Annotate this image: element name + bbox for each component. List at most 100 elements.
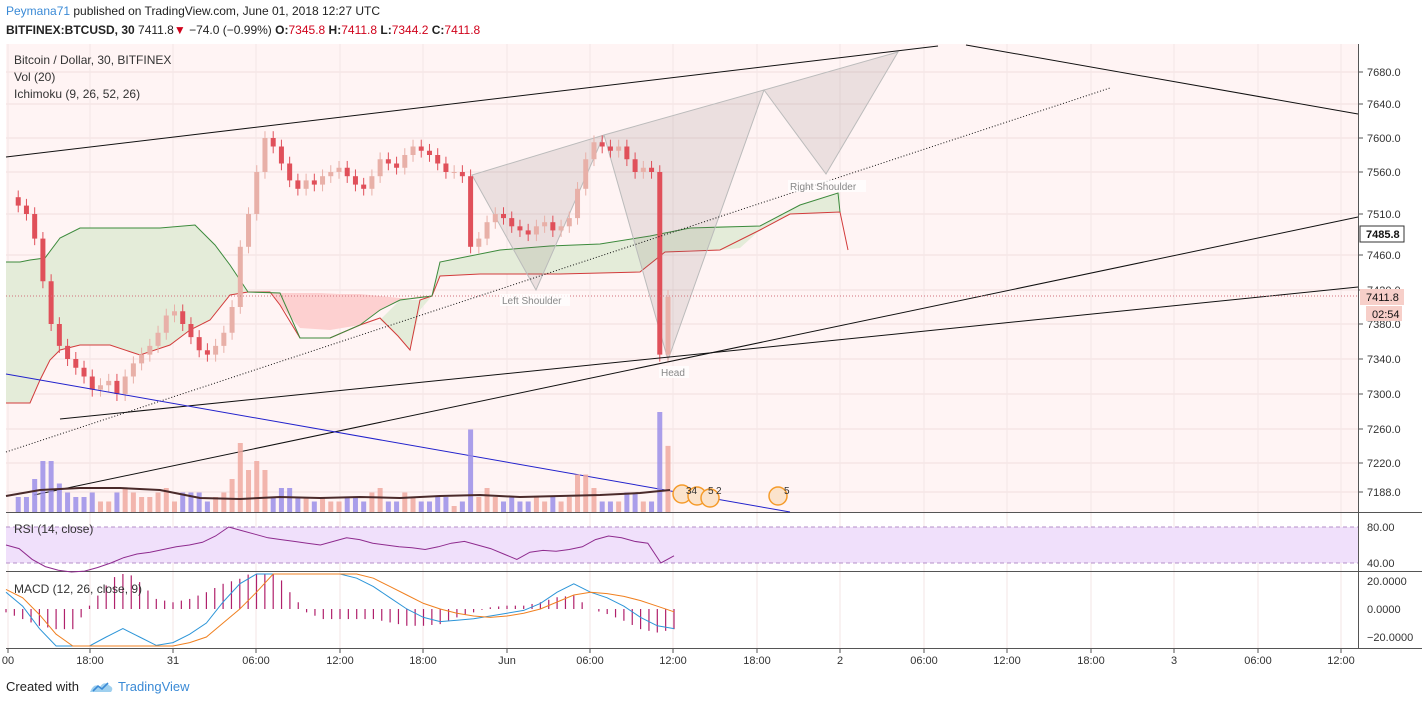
descending-trend-line[interactable] bbox=[965, 44, 1359, 115]
price-axis-labels[interactable]: 7188.07220.07260.07300.07340.07380.07420… bbox=[1358, 67, 1401, 499]
candle[interactable] bbox=[48, 274, 54, 331]
neckline[interactable] bbox=[59, 286, 1359, 420]
candle[interactable] bbox=[204, 343, 210, 362]
candle[interactable] bbox=[426, 143, 432, 162]
candle[interactable] bbox=[484, 215, 490, 246]
candle[interactable] bbox=[237, 240, 243, 314]
candle[interactable] bbox=[213, 338, 219, 362]
candle[interactable] bbox=[632, 152, 638, 179]
candle[interactable] bbox=[221, 325, 227, 353]
tradingview-logo-icon[interactable] bbox=[88, 678, 114, 696]
tradingview-brand[interactable]: TradingView bbox=[118, 679, 190, 694]
candle[interactable] bbox=[303, 173, 309, 196]
candle[interactable] bbox=[229, 300, 235, 340]
candle[interactable] bbox=[81, 360, 87, 384]
candle[interactable] bbox=[270, 131, 276, 154]
candle[interactable] bbox=[459, 165, 465, 183]
candle[interactable] bbox=[287, 156, 293, 188]
candle[interactable] bbox=[97, 378, 103, 397]
candle[interactable] bbox=[262, 131, 268, 179]
volume-bar bbox=[97, 501, 103, 512]
candle[interactable] bbox=[295, 173, 301, 196]
candle[interactable] bbox=[509, 211, 515, 233]
candle[interactable] bbox=[665, 290, 671, 362]
candle[interactable] bbox=[501, 207, 506, 225]
candle[interactable] bbox=[254, 165, 260, 221]
price-chart-svg[interactable]: Left Shoulder Head Right Shoulder 34 5 2… bbox=[0, 44, 1422, 670]
rising-support-line[interactable] bbox=[33, 216, 1359, 496]
candle[interactable] bbox=[624, 139, 630, 167]
candle[interactable] bbox=[130, 356, 136, 384]
candle[interactable] bbox=[443, 156, 449, 179]
candle[interactable] bbox=[476, 232, 482, 254]
candle[interactable] bbox=[468, 169, 474, 254]
ichimoku-legend[interactable]: Ichimoku (9, 26, 52, 26) bbox=[14, 87, 140, 101]
candle[interactable] bbox=[435, 148, 441, 171]
candle[interactable] bbox=[311, 173, 317, 192]
candle[interactable] bbox=[188, 317, 194, 345]
candle[interactable] bbox=[328, 165, 334, 183]
candle[interactable] bbox=[369, 169, 375, 196]
candle[interactable] bbox=[32, 207, 38, 246]
candle[interactable] bbox=[550, 215, 556, 237]
candle[interactable] bbox=[394, 156, 400, 175]
candle[interactable] bbox=[599, 135, 605, 154]
chart-area[interactable]: Left Shoulder Head Right Shoulder 34 5 2… bbox=[0, 44, 1422, 670]
rsi-legend[interactable]: RSI (14, close) bbox=[14, 522, 93, 536]
event-flag-icon[interactable] bbox=[768, 486, 788, 506]
candle[interactable] bbox=[65, 338, 71, 366]
candle[interactable] bbox=[640, 160, 646, 179]
vol-legend[interactable]: Vol (20) bbox=[14, 70, 55, 84]
candle[interactable] bbox=[575, 182, 581, 225]
event-flag-icon[interactable] bbox=[700, 488, 720, 508]
time-axis-labels[interactable]: 00 18:00 31 06:00 12:00 18:00 Jun 06:00 12:00 18:… bbox=[2, 648, 1355, 667]
candle[interactable] bbox=[418, 139, 424, 158]
candle[interactable] bbox=[114, 373, 120, 401]
candle[interactable] bbox=[172, 304, 177, 323]
candle[interactable] bbox=[583, 152, 589, 196]
candle[interactable] bbox=[517, 219, 523, 237]
candle[interactable] bbox=[402, 148, 408, 175]
candle[interactable] bbox=[336, 160, 342, 179]
candle[interactable] bbox=[23, 198, 29, 221]
candle[interactable] bbox=[377, 152, 383, 183]
candles-group[interactable] bbox=[15, 131, 671, 402]
candle[interactable] bbox=[180, 304, 186, 331]
candle[interactable] bbox=[15, 190, 21, 213]
candle[interactable] bbox=[616, 139, 622, 158]
candle[interactable] bbox=[451, 165, 457, 179]
candle[interactable] bbox=[139, 347, 145, 371]
upper-trend-line[interactable] bbox=[5, 45, 939, 158]
candle[interactable] bbox=[542, 215, 548, 233]
candle[interactable] bbox=[122, 369, 128, 402]
candle[interactable] bbox=[278, 139, 284, 171]
event-flags[interactable]: 34 5 2 5 bbox=[672, 484, 790, 508]
candle[interactable] bbox=[657, 165, 663, 362]
candle[interactable] bbox=[525, 223, 531, 242]
candle[interactable] bbox=[73, 352, 79, 375]
candle[interactable] bbox=[566, 211, 572, 233]
macd-legend[interactable]: MACD (12, 26, close, 9) bbox=[14, 582, 142, 596]
candle[interactable] bbox=[147, 338, 153, 362]
candle[interactable] bbox=[89, 369, 95, 397]
candle[interactable] bbox=[492, 207, 498, 229]
candle[interactable] bbox=[163, 308, 169, 340]
candle[interactable] bbox=[649, 160, 655, 179]
author-name[interactable]: Peymana71 bbox=[6, 4, 71, 18]
candle[interactable] bbox=[246, 207, 252, 254]
candle[interactable] bbox=[410, 139, 416, 162]
candle[interactable] bbox=[607, 139, 613, 158]
candle[interactable] bbox=[361, 177, 367, 196]
candle[interactable] bbox=[155, 325, 161, 353]
candle[interactable] bbox=[40, 232, 46, 289]
candle[interactable] bbox=[352, 169, 358, 192]
candle[interactable] bbox=[533, 219, 539, 242]
candle[interactable] bbox=[558, 219, 564, 237]
candle[interactable] bbox=[56, 317, 62, 353]
candle[interactable] bbox=[196, 330, 202, 358]
candle[interactable] bbox=[106, 373, 112, 393]
candle[interactable] bbox=[385, 152, 391, 171]
candle[interactable] bbox=[344, 160, 350, 183]
candle[interactable] bbox=[320, 169, 326, 192]
candle[interactable] bbox=[591, 135, 597, 167]
